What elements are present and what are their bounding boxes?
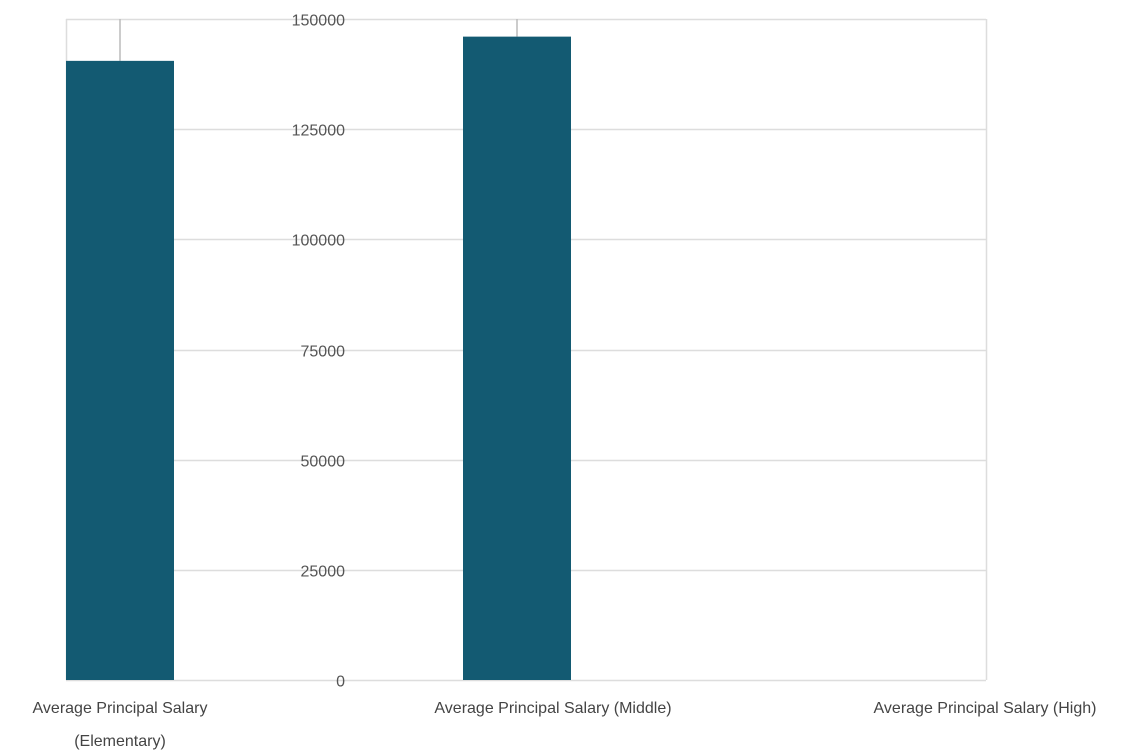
x-category-label: (Elementary)	[74, 733, 166, 750]
x-axis-category-labels: Average Principal Salary (Elementary) Aver…	[33, 700, 1097, 750]
y-axis-tick-labels: 0 25000 50000 75000 100000 125000 150000	[292, 13, 345, 691]
y-tick-label: 50000	[301, 454, 346, 471]
y-tick-label: 125000	[292, 123, 345, 140]
x-category-label: Average Principal Salary (High)	[874, 700, 1097, 717]
y-tick-label: 25000	[301, 564, 346, 581]
x-category-label: Average Principal Salary	[33, 700, 208, 717]
y-tick-label: 150000	[292, 13, 345, 30]
x-category-label: Average Principal Salary (Middle)	[434, 700, 671, 717]
y-tick-label: 100000	[292, 233, 345, 250]
chart-bars	[66, 19, 571, 681]
y-tick-label: 75000	[301, 344, 346, 361]
bar	[66, 60, 174, 680]
bar	[463, 36, 571, 681]
y-tick-label: 0	[336, 674, 345, 691]
